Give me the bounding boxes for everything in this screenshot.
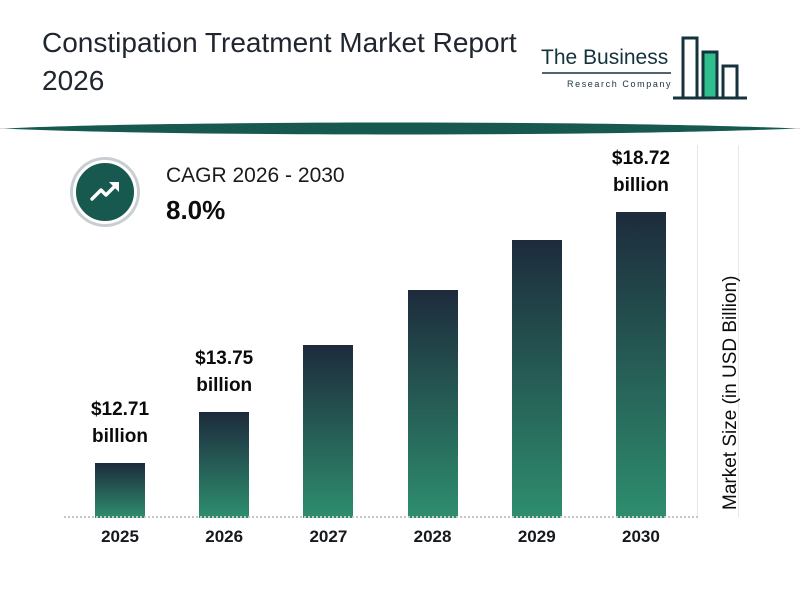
logo-graphic: The Business Research Company — [541, 36, 747, 100]
cagr-value: 8.0% — [166, 195, 226, 225]
bar-column-2027 — [276, 140, 380, 518]
page-title-line-2: 2026 — [42, 65, 105, 96]
logo-text-line-2: Research Company — [567, 79, 672, 89]
bar-value-label: $12.71 billion — [90, 399, 150, 447]
gridline — [738, 145, 739, 517]
trend-up-icon — [90, 182, 119, 201]
logo-text-line-1: The Business — [541, 46, 668, 69]
bar-2029 — [511, 240, 562, 518]
gridline — [697, 145, 698, 517]
x-axis-baseline — [64, 516, 698, 518]
bar-2026 — [199, 412, 250, 518]
company-logo: The Business Research Company — [541, 30, 756, 110]
x-axis-label: 2029 — [517, 527, 556, 546]
x-axis-label: 2026 — [205, 527, 244, 546]
x-axis-label: 2025 — [101, 527, 139, 546]
bar-2027 — [303, 345, 354, 518]
bar-column-2026: $13.75 billion — [172, 140, 276, 518]
bar-column-2025: $12.71 billion — [68, 140, 172, 518]
bar-2030 — [615, 212, 666, 518]
x-axis-label: 2027 — [309, 527, 348, 546]
bar-2028 — [407, 290, 458, 518]
cagr-badge — [73, 160, 137, 224]
page-title: Constipation Treatment Market Report 202… — [42, 24, 582, 100]
x-axis-label: 2030 — [622, 527, 660, 546]
x-axis-labels: 2025 2026 2027 2028 2029 2030 — [68, 527, 693, 547]
bar-value-label: $13.75 billion — [195, 348, 254, 396]
x-axis-label: 2028 — [413, 527, 452, 546]
page-title-line-1: Constipation Treatment Market Report — [42, 27, 517, 58]
bar-column-2029 — [485, 140, 589, 518]
bar-value-label: $18.72 billion — [611, 148, 670, 196]
header-divider-ribbon — [4, 122, 796, 135]
bar-column-2028 — [381, 140, 485, 518]
y-axis-label: Market Size (in USD Billion) — [720, 275, 741, 510]
cagr-text: CAGR 2026 - 2030 8.0% — [166, 164, 345, 226]
logo-bar-chart-icon — [673, 36, 747, 100]
bar-chart: $12.71 billion $13.75 billion — [68, 140, 693, 518]
bar-column-2030: $18.72 billion — [589, 140, 693, 518]
bar-2025 — [95, 463, 145, 518]
cagr-label: CAGR 2026 - 2030 — [166, 164, 345, 187]
